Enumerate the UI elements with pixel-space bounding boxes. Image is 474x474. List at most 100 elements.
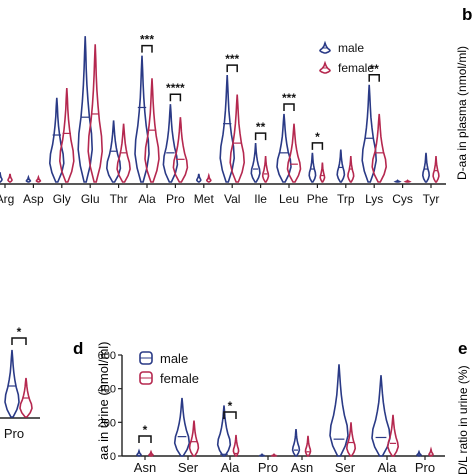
top-sig-Phe-label: * (315, 130, 320, 144)
top-violin-female-Val (229, 94, 246, 183)
top-tick-label-Cys: Cys (392, 192, 413, 206)
top-violin-male-Phe (308, 152, 317, 183)
d-violin-male-5 (329, 364, 349, 457)
d-y-tick-label-600: 600 (98, 350, 116, 362)
top-violin-female-Thr (116, 123, 131, 183)
d-tick-label-Ser-1: Ser (178, 460, 199, 474)
d-tick-label-Ala-2: Ala (221, 460, 241, 474)
panel-d-label: d (73, 339, 83, 358)
top-tick-label-Ile: Ile (254, 192, 267, 206)
panel-e-ylabel: D/L ratio in urine (%) (456, 365, 470, 474)
top-sig-Pro-label: **** (166, 81, 185, 95)
panel-d-ylabel: aa in urine (nmol/ml) (96, 342, 111, 461)
top-tick-label-Arg: Arg (0, 192, 14, 206)
d-violin-male-0 (136, 448, 142, 457)
top-violin-male-Lys (361, 84, 378, 183)
d-violin-female-7 (428, 446, 434, 457)
d-tick-label-Ser-5: Ser (335, 460, 356, 474)
left-violin-male (4, 349, 20, 418)
d-legend-label-female: female (160, 371, 199, 386)
d-violin-female-6 (386, 414, 400, 457)
d-violin-female-4 (304, 435, 312, 457)
bottom-left-violin-plot: Pro * (0, 325, 40, 441)
left-sig-pro-label: * (17, 325, 22, 339)
top-tick-label-Met: Met (194, 192, 215, 206)
panel-b-ylabel: D-aa in plasma (nmol/ml) (455, 46, 469, 180)
top-legend-swatch-male (319, 40, 331, 54)
panel-b-label: b (462, 5, 472, 24)
top-sig-Ile-bracket (254, 132, 267, 141)
d-violin-male-6 (371, 375, 391, 457)
d-sig-ala-bracket (223, 411, 237, 419)
d-violin-female-0 (148, 449, 154, 457)
top-tick-label-Ala: Ala (138, 192, 156, 206)
top-violin-female-Leu (286, 123, 302, 183)
top-violin-female-Pro (172, 117, 189, 183)
top-sig-Phe-bracket (311, 142, 324, 150)
top-tick-label-Phe: Phe (307, 192, 329, 206)
top-violin-male-Thr (105, 120, 122, 183)
panel-d-violin-plot: 0 200 400 600 Asn Ser Ala Pro Asn Ser Ala Pro * * male… (98, 350, 445, 474)
top-violin-female-Phe (319, 162, 326, 183)
top-tick-label-Pro: Pro (166, 192, 185, 206)
top-violin-male-Gly (48, 97, 65, 183)
d-sig-ala-label: * (228, 399, 233, 413)
d-tick-label-Ala-6: Ala (378, 460, 398, 474)
left-tick-label-Pro: Pro (4, 426, 24, 441)
top-legend-label-female: female (338, 61, 374, 75)
top-sig-Val-bracket (226, 64, 238, 73)
top-violin-female-Tyr (432, 156, 440, 183)
top-violin-female-Ile (261, 156, 270, 183)
d-violin-female-1 (188, 420, 200, 457)
top-legend: male female (319, 40, 374, 75)
top-sig-Lys-bracket (368, 74, 380, 82)
d-y-tick-label-400: 400 (98, 384, 116, 396)
top-sig-Lys-label: ** (370, 62, 380, 76)
left-violin-female (19, 377, 33, 418)
top-tick-label-Trp: Trp (337, 192, 355, 206)
d-legend-label-male: male (160, 351, 188, 366)
top-violin-male-Pro (162, 104, 179, 183)
left-sig-pro-bracket (11, 337, 27, 345)
top-violin-male-Cys (393, 179, 402, 183)
d-violin-male-1 (173, 397, 191, 457)
top-tick-label-Asp: Asp (23, 192, 44, 206)
top-legend-label-male: male (338, 41, 364, 55)
top-legend-swatch-female (319, 60, 331, 74)
top-violin-male-Arg (0, 172, 3, 183)
d-violin-male-2 (216, 405, 232, 457)
top-violin-male-Trp (336, 149, 346, 183)
d-sig-asn-label: * (143, 423, 148, 437)
panel-e-label: e (458, 339, 467, 358)
top-violin-female-Glu (87, 44, 104, 183)
top-tick-label-Tyr: Tyr (423, 192, 440, 206)
d-y-tick-label-200: 200 (98, 417, 116, 429)
top-violin-female-Gly (58, 87, 75, 183)
top-sig-Leu-label: *** (282, 91, 296, 105)
top-violin-male-Asp (25, 174, 32, 183)
top-violin-female-Arg (7, 173, 13, 183)
d-violin-male-7 (416, 449, 422, 457)
top-sig-Ile-label: ** (256, 120, 266, 134)
top-sig-Pro-bracket (169, 93, 182, 102)
top-violin-female-Lys (371, 113, 388, 183)
top-violin-male-Ala (134, 55, 150, 183)
top-violin-female-Trp (347, 156, 355, 183)
top-sig-Ala-bracket (141, 44, 153, 53)
d-sig-asn-bracket (138, 435, 152, 443)
top-violin-male-Val (219, 75, 236, 183)
top-violin-female-Cys (403, 179, 412, 183)
top-tick-label-Lys: Lys (365, 192, 383, 206)
d-tick-label-Asn-0: Asn (134, 460, 156, 474)
top-tick-label-Glu: Glu (81, 192, 100, 206)
d-violin-male-3 (258, 453, 266, 457)
d-violin-male-4 (291, 429, 301, 457)
top-tick-label-Thr: Thr (110, 192, 128, 206)
top-violin-female-Ala (144, 78, 160, 183)
d-violin-female-3 (270, 453, 278, 457)
d-legend: male female (139, 351, 199, 386)
d-tick-label-Pro-3: Pro (258, 460, 278, 474)
top-violin-male-Met (195, 173, 202, 183)
d-tick-label-Asn-4: Asn (291, 460, 313, 474)
